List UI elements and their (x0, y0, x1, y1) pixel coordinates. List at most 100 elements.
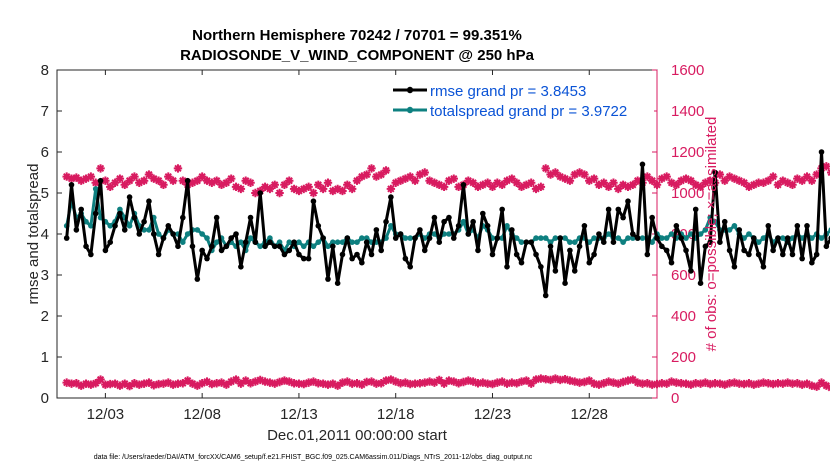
data-point-0 (112, 223, 118, 229)
count-possible-marker (391, 178, 400, 187)
count-assimilated-marker (285, 377, 294, 386)
count-assimilated-marker (62, 378, 71, 387)
count-assimilated-marker (256, 375, 265, 385)
count-assimilated-marker (72, 379, 81, 388)
x-tick-label: 12/23 (474, 406, 512, 423)
count-assimilated-marker (546, 375, 555, 385)
y-tick-label-right: 1600 (671, 62, 704, 79)
count-possible-marker (565, 176, 575, 185)
count-possible-marker (720, 176, 729, 185)
count-possible-marker (725, 172, 734, 181)
count-assimilated-marker (115, 381, 125, 390)
data-point-0 (765, 223, 772, 229)
count-possible-marker (270, 180, 279, 189)
count-possible-marker (251, 188, 260, 198)
data-point-1 (513, 235, 520, 241)
data-point-0 (209, 243, 215, 250)
data-point-0 (654, 235, 660, 241)
count-possible-marker (260, 182, 270, 192)
count-possible-marker (96, 164, 105, 173)
data-point-1 (300, 243, 307, 250)
count-assimilated-marker (86, 380, 96, 389)
count-assimilated-marker (381, 376, 391, 385)
count-assimilated-marker (164, 378, 173, 387)
x-axis: 12/03 12/08 12/13 12/18 12/23 12/28 (87, 70, 608, 423)
data-point-0 (349, 255, 355, 262)
count-assimilated-marker (773, 379, 783, 388)
data-point-0 (731, 264, 738, 270)
data-point-1 (712, 218, 718, 225)
count-possible-marker (144, 170, 154, 179)
count-possible-marker (217, 180, 226, 189)
data-point-0 (678, 235, 684, 241)
data-point-0 (513, 251, 520, 258)
data-point-0 (750, 235, 757, 241)
data-point-1 (83, 218, 89, 225)
data-point-0 (397, 231, 404, 237)
count-assimilated-marker (701, 378, 710, 387)
data-point-0 (305, 255, 312, 262)
count-assimilated-marker (628, 375, 638, 384)
data-point-0 (697, 280, 704, 287)
legend-box (386, 78, 654, 120)
data-point-0 (446, 214, 452, 221)
data-point-1 (363, 235, 370, 241)
count-assimilated-marker (299, 379, 308, 389)
count-assimilated-marker (623, 376, 633, 385)
x-tick-label: 12/13 (280, 406, 318, 423)
data-point-0 (663, 247, 670, 254)
count-assimilated-marker (318, 379, 328, 388)
data-point-0 (470, 218, 476, 225)
count-possible-marker (797, 176, 807, 185)
y-tick-label-left: 6 (41, 144, 49, 161)
count-assimilated-marker (633, 378, 642, 387)
count-assimilated-marker (193, 381, 202, 390)
data-point-1 (107, 223, 114, 229)
count-assimilated-marker (778, 379, 788, 388)
data-point-1 (446, 231, 452, 237)
count-possible-marker (643, 172, 652, 181)
data-point-0 (450, 235, 457, 241)
data-point-1 (276, 239, 283, 245)
data-point-1 (92, 186, 99, 192)
data-point-0 (242, 239, 249, 245)
count-assimilated-marker (139, 379, 149, 388)
count-possible-marker (115, 174, 125, 183)
data-point-0 (286, 247, 293, 254)
count-assimilated-marker (783, 378, 792, 387)
data-point-0 (707, 239, 714, 245)
count-assimilated-marker (488, 379, 497, 389)
data-point-0 (494, 235, 501, 241)
count-possible-marker (193, 176, 202, 185)
data-point-0 (300, 255, 307, 262)
data-point-1 (552, 235, 559, 241)
count-possible-marker (551, 168, 560, 177)
count-possible-marker (164, 172, 173, 181)
data-point-0 (789, 251, 796, 258)
data-point-1 (620, 239, 626, 245)
data-point-0 (204, 255, 210, 262)
count-assimilated-marker (270, 379, 279, 388)
count-assimilated-marker (749, 380, 758, 389)
data-point-0 (755, 251, 762, 258)
count-assimilated-marker (681, 379, 691, 388)
count-assimilated-marker (168, 380, 178, 389)
count-assimilated-marker (531, 375, 541, 384)
data-point-0 (736, 227, 743, 233)
data-point-1 (155, 231, 162, 237)
data-point-0 (117, 210, 123, 217)
count-assimilated-marker (110, 379, 120, 388)
y-tick-label-right: 400 (671, 308, 696, 325)
data-point-0 (441, 218, 447, 225)
data-point-1 (625, 235, 631, 241)
count-possible-marker (522, 180, 531, 189)
data-point-1 (267, 235, 273, 241)
data-point-1 (402, 235, 409, 241)
data-point-0 (107, 239, 114, 245)
count-assimilated-marker (768, 379, 778, 389)
count-assimilated-marker (507, 378, 517, 387)
data-point-0 (712, 169, 718, 176)
data-point-0 (518, 259, 525, 266)
data-point-0 (392, 235, 399, 241)
count-assimilated-marker (589, 379, 599, 388)
